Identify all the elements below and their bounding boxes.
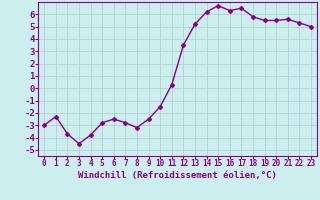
X-axis label: Windchill (Refroidissement éolien,°C): Windchill (Refroidissement éolien,°C): [78, 171, 277, 180]
